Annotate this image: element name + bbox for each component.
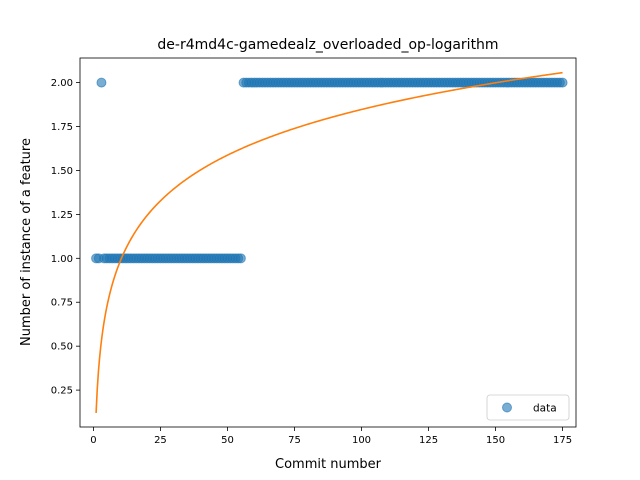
x-axis-label: Commit number xyxy=(275,457,382,472)
plot-area xyxy=(91,71,568,413)
x-axis: 0 25 50 75 100 125 150 175 xyxy=(90,427,572,446)
data-point xyxy=(557,77,568,88)
x-tick-label: 25 xyxy=(154,435,167,446)
legend-box xyxy=(486,394,570,421)
legend-label: data xyxy=(533,403,557,415)
data-point xyxy=(96,77,107,88)
y-tick-label: 1.75 xyxy=(51,122,73,133)
y-axis: 0.25 0.50 0.75 1.00 1.25 1.50 1.75 2.00 xyxy=(51,78,80,397)
axes-frame xyxy=(79,57,577,428)
y-tick-label: 1.25 xyxy=(51,210,73,221)
x-tick-label: 125 xyxy=(419,435,438,446)
data-point xyxy=(235,253,246,264)
x-tick-label: 0 xyxy=(90,435,96,446)
y-tick-label: 0.25 xyxy=(51,386,73,397)
x-tick-label: 75 xyxy=(288,435,301,446)
legend-marker xyxy=(502,402,512,413)
x-tick-label: 50 xyxy=(221,435,234,446)
x-tick-label: 150 xyxy=(486,435,505,446)
legend: data xyxy=(486,394,570,421)
fit-line xyxy=(95,71,563,413)
y-tick-label: 1.50 xyxy=(51,166,73,177)
chart-title: de-r4md4c-gamedealz_overloaded_op-logari… xyxy=(157,37,498,53)
y-axis-label: Number of instance of a feature xyxy=(19,138,34,346)
y-tick-label: 0.75 xyxy=(51,298,73,309)
x-tick-label: 100 xyxy=(352,435,371,446)
x-tick-label: 175 xyxy=(553,435,572,446)
y-tick-label: 1.00 xyxy=(51,254,73,265)
y-tick-label: 2.00 xyxy=(51,78,73,89)
y-tick-label: 0.50 xyxy=(51,342,73,353)
